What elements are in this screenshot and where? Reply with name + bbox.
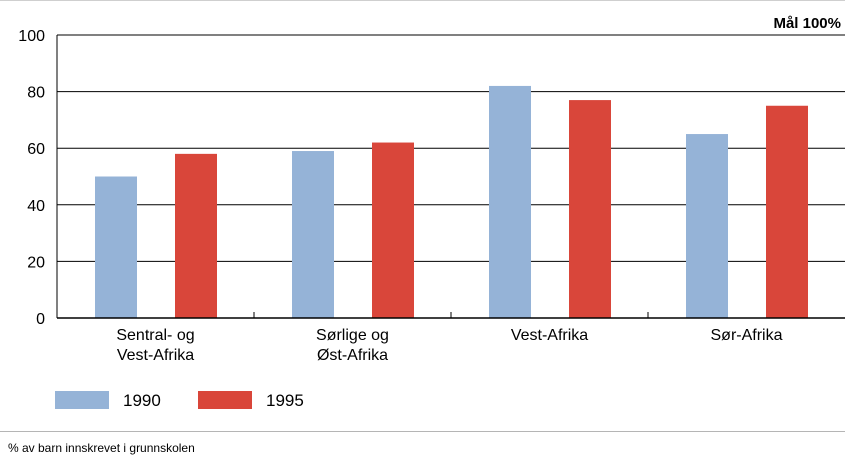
y-tick-label: 40 [27, 198, 45, 215]
bar-1990-0 [95, 176, 137, 318]
y-tick-label: 0 [36, 311, 45, 328]
x-category-label: Sentral- og Vest-Afrika [116, 327, 194, 364]
x-category-label: Vest-Afrika [511, 327, 588, 344]
y-tick-label: 60 [27, 141, 45, 158]
legend-swatch-1995 [198, 391, 252, 409]
bar-1995-2 [569, 100, 611, 318]
bar-1995-1 [372, 142, 414, 318]
x-category-label-line: Sørlige og [316, 327, 389, 344]
x-category-label-line: Sør-Afrika [711, 327, 783, 344]
legend-label-1995: 1995 [266, 391, 304, 410]
x-category-label: Sør-Afrika [711, 327, 783, 344]
y-tick-label: 100 [18, 28, 45, 45]
bar-1990-2 [489, 85, 531, 318]
goal-label: Mål 100% [773, 15, 841, 32]
x-category-label: Sørlige og Øst-Afrika [316, 327, 389, 364]
x-category-label-line: Vest-Afrika [511, 327, 588, 344]
legend-label-1990: 1990 [123, 391, 161, 410]
bar-1995-0 [175, 153, 217, 318]
legend-swatch-1990 [55, 391, 109, 409]
bar-1995-3 [766, 105, 808, 318]
bar-1990-3 [686, 134, 728, 318]
y-tick-label: 80 [27, 85, 45, 102]
bar-1990-1 [292, 151, 334, 318]
y-tick-label: 20 [27, 254, 45, 271]
footnote: % av barn innskrevet i grunnskolen [8, 441, 195, 455]
x-category-label-line: Vest-Afrika [117, 347, 194, 364]
x-category-label-line: Øst-Afrika [317, 347, 388, 364]
x-category-label-line: Sentral- og [116, 327, 194, 344]
